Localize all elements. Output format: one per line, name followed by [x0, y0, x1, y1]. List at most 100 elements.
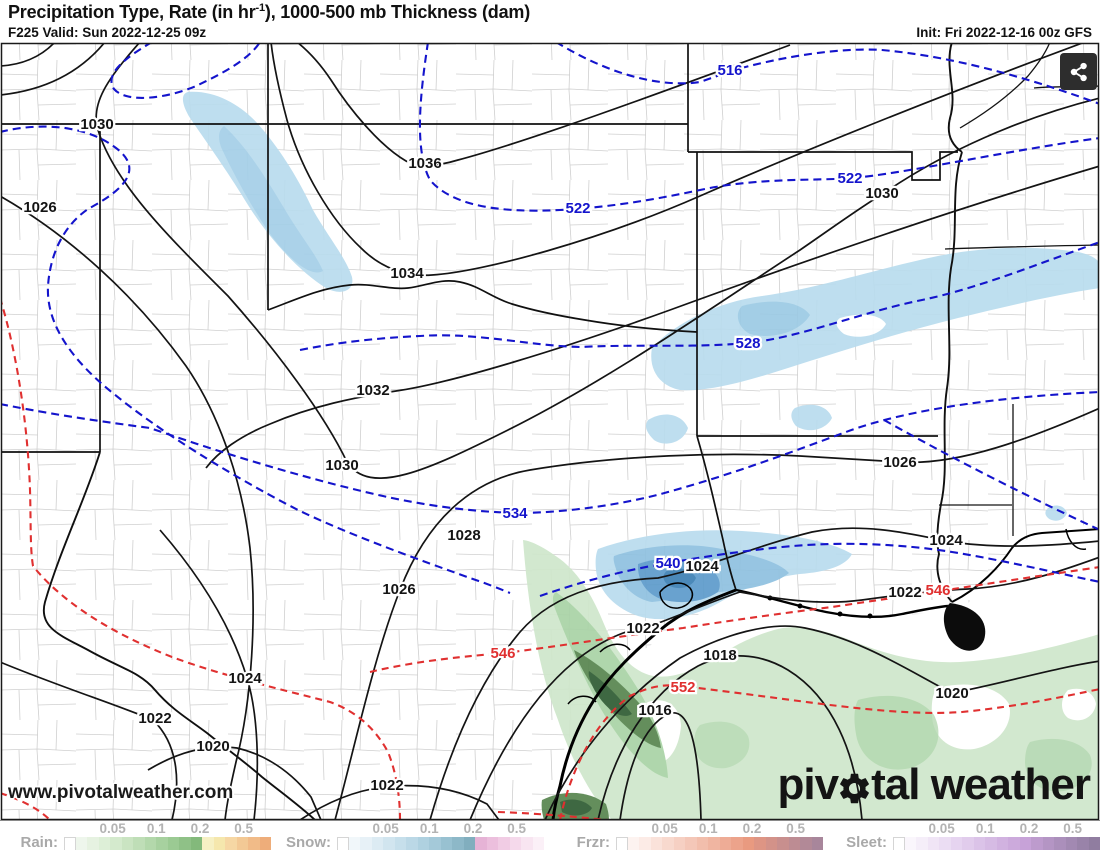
legend-swatch [371, 837, 383, 850]
legend-group-sleet: Sleet: 0.05 0.1 0.2 0.5 [837, 821, 1100, 850]
legend-swatch [685, 837, 697, 850]
valid-time-label: F225 Valid: Sun 2022-12-25 09z [8, 25, 207, 40]
contour-label-1022: 1022 [888, 584, 921, 601]
legend-tick: 0.2 [190, 821, 210, 836]
legend-swatch [156, 837, 168, 850]
page-title: Precipitation Type, Rate (in hr-1), 1000… [8, 2, 531, 22]
legend-swatch [800, 837, 812, 850]
contour-label-516: 516 [717, 62, 742, 79]
legend-tick: 0.5 [1063, 821, 1083, 836]
contour-label-1022: 1022 [138, 710, 171, 727]
legend-swatch [475, 837, 487, 850]
legend-swatch [1019, 837, 1031, 850]
legend-swatch [463, 837, 475, 850]
legend-swatch [248, 837, 260, 850]
legend-swatch [532, 837, 544, 850]
legend-swatch [440, 837, 452, 850]
legend-swatch [985, 837, 997, 850]
legend-swatch [962, 837, 974, 850]
legend-swatch [337, 837, 349, 850]
contour-labels: 1030 1030 1030 1036 1034 1032 1026 1026 1026 1028… [21, 60, 971, 797]
legend-swatch [167, 837, 179, 850]
legend-swatch [133, 837, 145, 850]
legend-swatch [75, 837, 87, 850]
contour-label-1026: 1026 [382, 581, 415, 598]
contour-label-1024: 1024 [929, 532, 963, 549]
legend-swatch [64, 837, 76, 850]
contour-label-1024: 1024 [685, 558, 719, 575]
legend-swatch [179, 837, 191, 850]
contour-label-534: 534 [502, 505, 528, 522]
legend-swatch [719, 837, 731, 850]
gear-icon [840, 773, 870, 803]
watermark-url: www.pivotalweather.com [8, 782, 234, 803]
contour-label-1020: 1020 [196, 738, 229, 755]
legend-tick: 0.05 [372, 821, 399, 836]
legend-swatch [927, 837, 939, 850]
contour-label-552: 552 [670, 679, 695, 696]
legend-swatch [236, 837, 248, 850]
legend-swatch [98, 837, 110, 850]
legend-tick: 0.2 [463, 821, 483, 836]
legend-group-rain: Rain: 0.05 0.1 0.2 0.5 [8, 821, 271, 850]
legend-color-strip: 0.05 0.1 0.2 0.5 [616, 821, 823, 850]
legend-swatch [708, 837, 720, 850]
legend-swatch [87, 837, 99, 850]
legend-swatch [788, 837, 800, 850]
legend-swatch [973, 837, 985, 850]
legend-swatch [811, 837, 823, 850]
share-button[interactable] [1060, 53, 1097, 90]
legend-swatch [893, 837, 905, 850]
legend-swatch [639, 837, 651, 850]
contour-label-546: 546 [925, 582, 950, 599]
contour-label-1036: 1036 [408, 155, 441, 172]
contour-label-1032: 1032 [356, 382, 389, 399]
legend-swatch [754, 837, 766, 850]
legend-tick: 0.5 [786, 821, 806, 836]
legend-swatch [777, 837, 789, 850]
legend-color-strip: 0.05 0.1 0.2 0.5 [893, 821, 1100, 850]
legend-swatch [627, 837, 639, 850]
contour-label-522: 522 [837, 170, 862, 187]
legend-swatch [190, 837, 202, 850]
contour-label-1018: 1018 [703, 647, 736, 664]
legend-swatch [383, 837, 395, 850]
legend-swatch [486, 837, 498, 850]
contour-label-522: 522 [565, 200, 590, 217]
legend-swatch [765, 837, 777, 850]
legend-swatch [662, 837, 674, 850]
precip-rate-legend: Rain: 0.05 0.1 0.2 0.5 Snow: 0.05 0.1 0.2 0.5 Frzr… [0, 820, 1100, 850]
legend-label: Rain: [20, 834, 59, 850]
legend-swatch [916, 837, 928, 850]
legend-swatch [673, 837, 685, 850]
legend-swatch [360, 837, 372, 850]
legend-tick: 0.1 [698, 821, 718, 836]
legend-swatch [950, 837, 962, 850]
legend-label: Frzr: [576, 834, 610, 850]
map-border [0, 42, 1100, 821]
legend-swatch [616, 837, 628, 850]
legend-swatch [996, 837, 1008, 850]
legend-swatch [904, 837, 916, 850]
legend-swatch [417, 837, 429, 850]
legend-group-frzr: Frzr: 0.05 0.1 0.2 0.5 [560, 821, 823, 850]
legend-label: Snow: [286, 834, 331, 850]
legend-swatch [498, 837, 510, 850]
legend-tick: 0.05 [928, 821, 955, 836]
contour-label-528: 528 [735, 335, 760, 352]
contour-label-1016: 1016 [638, 702, 671, 719]
legend-swatch [1088, 837, 1100, 850]
legend-swatch [1065, 837, 1077, 850]
legend-swatch [225, 837, 237, 850]
legend-swatch [121, 837, 133, 850]
contour-label-1022: 1022 [370, 777, 403, 794]
legend-swatch [452, 837, 464, 850]
contour-label-1030: 1030 [80, 116, 113, 133]
legend-swatch [110, 837, 122, 850]
init-time-label: Init: Fri 2022-12-16 00z GFS [916, 25, 1092, 40]
legend-swatch [1054, 837, 1066, 850]
legend-group-snow: Snow: 0.05 0.1 0.2 0.5 [281, 821, 544, 850]
pivotal-weather-logo: piv tal weather [778, 760, 1091, 810]
contour-label-1034: 1034 [390, 265, 424, 282]
